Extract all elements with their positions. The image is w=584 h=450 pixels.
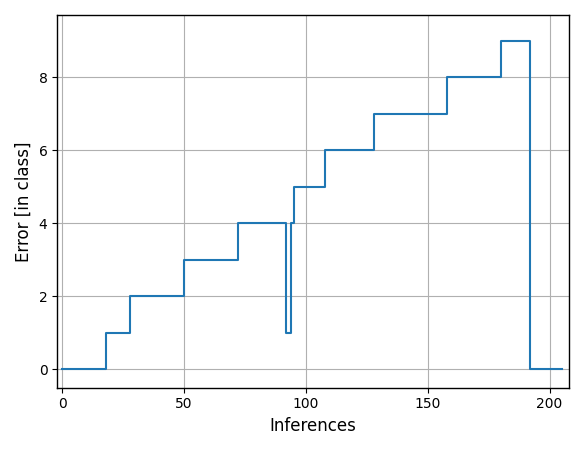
Y-axis label: Error [in class]: Error [in class] [15, 141, 33, 261]
X-axis label: Inferences: Inferences [270, 417, 356, 435]
